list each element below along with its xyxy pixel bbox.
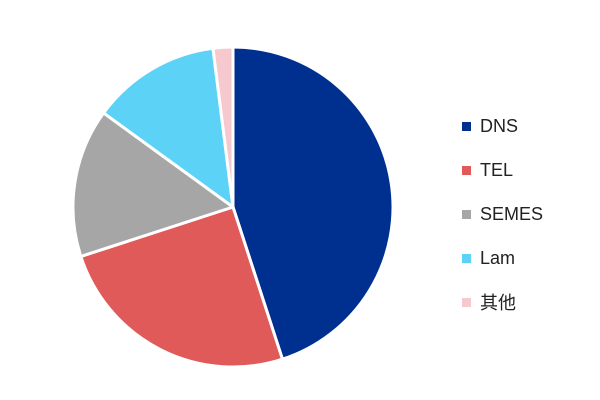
legend-item-other: 其他 — [462, 280, 543, 324]
pie-slice-lam — [102, 46, 235, 209]
legend-swatch-lam — [462, 253, 471, 263]
pie-slice-other — [211, 45, 235, 209]
pie-slice-dns — [231, 45, 395, 361]
legend-item-dns: DNS — [462, 104, 543, 148]
legend-swatch-semes — [462, 209, 471, 219]
legend-label-dns: DNS — [480, 115, 519, 136]
pie-slice-semes — [71, 111, 235, 258]
legend-item-semes: SEMES — [462, 192, 543, 236]
legend-swatch-dns — [462, 121, 471, 131]
legend-label-tel: TEL — [480, 159, 514, 180]
legend-label-semes: SEMES — [480, 203, 544, 224]
legend-label-lam: Lam — [480, 247, 516, 268]
legend-item-lam: Lam — [462, 236, 543, 280]
legend-item-tel: TEL — [462, 148, 543, 192]
legend-swatch-other — [462, 297, 471, 307]
legend-swatch-tel — [462, 165, 471, 175]
pie-slice-tel — [79, 205, 284, 369]
chart-legend: DNS TEL SEMES Lam 其他 — [462, 104, 543, 324]
legend-label-other: 其他 — [480, 293, 516, 313]
